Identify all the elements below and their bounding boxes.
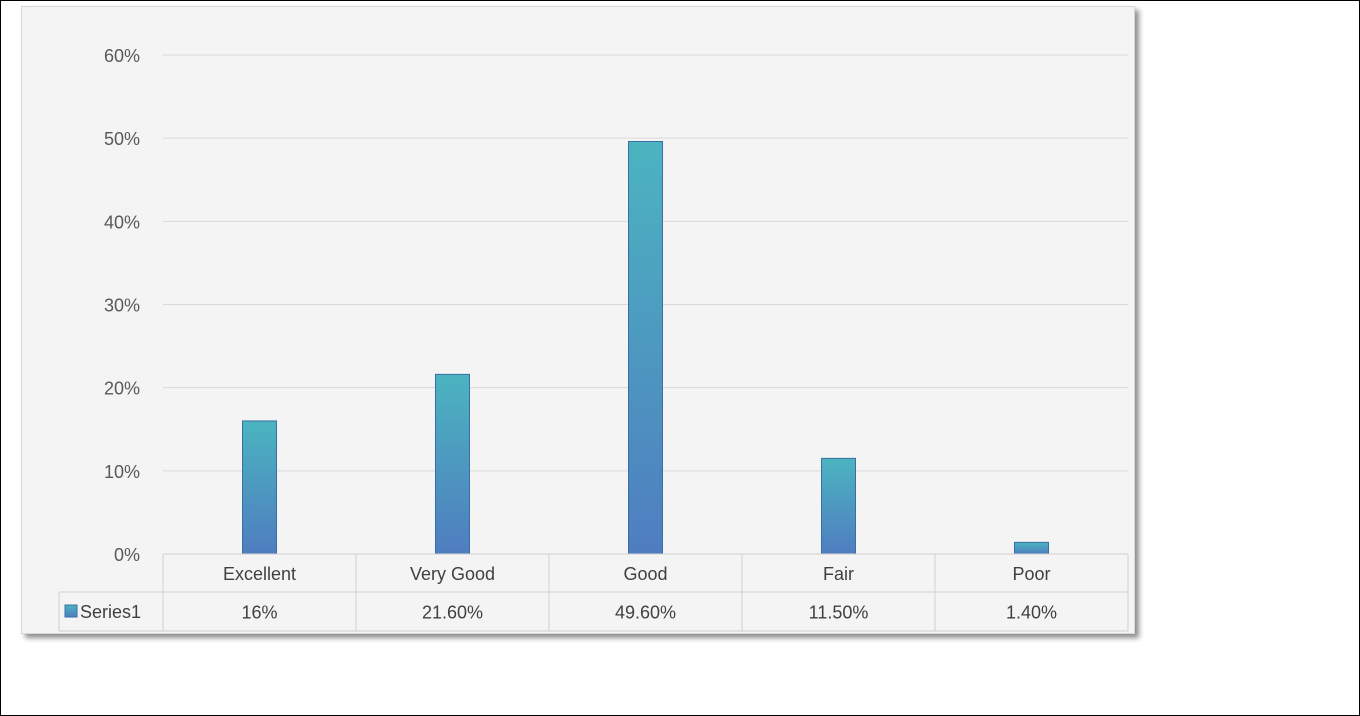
bar [1014,541,1049,555]
category-label: Very Good [410,564,495,584]
y-axis-ticks: 0% 10% 20% 30% 40% 50% 60% [104,46,140,565]
data-table-value: 11.50% [809,603,869,623]
chart-card: 0% 10% 20% 30% 40% 50% 60% Excellent 16% Very Go… [21,6,1135,634]
y-tick-label: 50% [104,129,140,149]
bar [821,457,856,555]
bar [628,140,663,555]
category-label: Poor [1012,564,1050,584]
y-tick-label: 0% [114,545,140,565]
legend-key [64,604,78,618]
data-table-value: 16% [241,603,277,623]
y-tick-label: 20% [104,379,140,399]
data-table-value: 1.40% [1006,603,1057,623]
data-table-value: 49.60% [615,603,676,623]
y-tick-label: 30% [104,296,140,316]
y-tick-label: 10% [104,462,140,482]
category-label: Excellent [223,564,296,584]
bar [435,373,470,555]
bars [242,140,1049,555]
bar [242,420,277,555]
y-tick-label: 60% [104,46,140,66]
category-label: Good [623,564,667,584]
legend-series-name: Series1 [80,602,141,622]
category-label: Fair [823,564,854,584]
data-table: Excellent 16% Very Good 21.60% Good 49.60% Fai… [58,553,1129,632]
bar-chart: 0% 10% 20% 30% 40% 50% 60% Excellent 16% Very Go… [58,46,1129,632]
y-tick-label: 40% [104,212,140,232]
data-table-value: 21.60% [422,603,483,623]
